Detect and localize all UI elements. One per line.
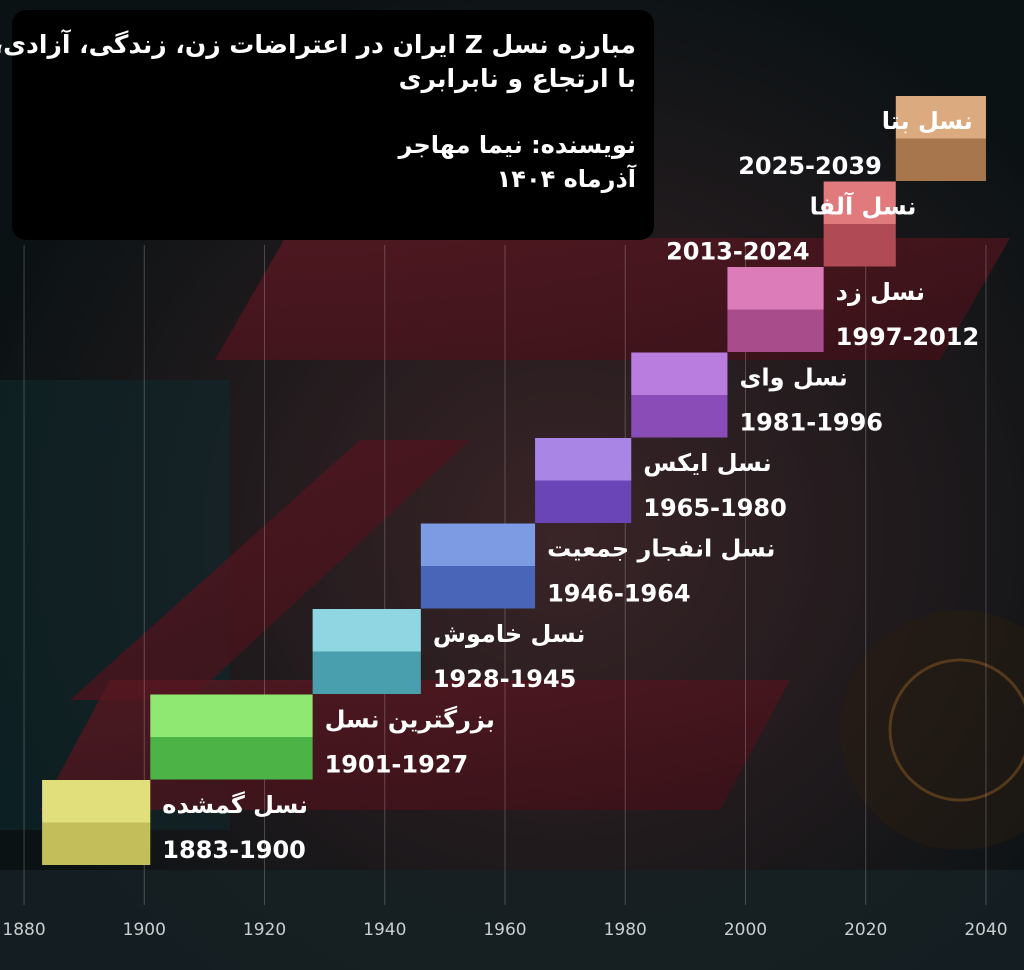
generation-bar — [312, 609, 421, 694]
generation-name-label: نسل انفجار جمعیت — [547, 535, 775, 563]
generation-bar-top — [631, 352, 728, 395]
generation-bar-top — [895, 96, 986, 139]
generation-years-label: 1965-1980 — [643, 494, 787, 522]
chart-title-line-2: با ارتجاع و نابرابری — [398, 64, 636, 93]
date-label: آذرماه ۱۴۰۴ — [496, 165, 636, 193]
generation-bar-bottom — [823, 224, 896, 267]
generation-years-label: 1946-1964 — [547, 580, 691, 608]
chart-title-line-1: مبارزه نسل Z ایران در اعتراضات زن، زندگی… — [0, 30, 636, 59]
generation-bar — [535, 438, 632, 523]
generation-name-label: نسل زد — [836, 278, 925, 306]
generation-name-label: نسل ایکس — [643, 449, 771, 477]
generation-bar-bottom — [150, 737, 313, 780]
generation-bar — [895, 96, 986, 181]
x-tick-label: 1940 — [363, 920, 406, 940]
generation-bar-bottom — [312, 651, 421, 694]
generation-name-label: نسل وای — [739, 364, 847, 392]
generation-years-label: 1928-1945 — [433, 665, 577, 693]
generation-bar-bottom — [727, 309, 824, 352]
generation-name-label: نسل گمشده — [162, 791, 308, 819]
generation-bar-bottom — [535, 480, 632, 523]
generation-name-label: بزرگترین نسل — [325, 706, 495, 734]
generation-bar-top — [150, 694, 313, 737]
generation-bar-bottom — [895, 138, 986, 181]
generation-name-label: نسل آلفا — [810, 192, 917, 221]
title-box: مبارزه نسل Z ایران در اعتراضات زن، زندگی… — [0, 10, 654, 240]
author-label: نویسنده: نیما مهاجر — [398, 131, 636, 159]
x-tick-label: 1880 — [2, 920, 45, 940]
generation-bar — [420, 523, 536, 609]
generation-bar-bottom — [631, 395, 728, 438]
generation-years-label: 1901-1927 — [325, 751, 469, 779]
generation-bar-bottom — [42, 822, 151, 865]
x-tick-label: 1980 — [604, 920, 647, 940]
generation-bar — [150, 694, 313, 780]
generation-bar — [823, 181, 896, 267]
x-tick-label: 1900 — [123, 920, 166, 940]
x-tick-label: 2000 — [724, 920, 767, 940]
x-tick-label: 1960 — [483, 920, 526, 940]
generation-name-label: نسل خاموش — [433, 620, 586, 648]
generation-years-label: 1997-2012 — [836, 323, 980, 351]
generation-bar-top — [312, 609, 421, 652]
generation-bar-top — [420, 523, 536, 566]
generation-bar — [727, 267, 824, 352]
generation-years-label: 1981-1996 — [739, 409, 883, 437]
generation-bar-top — [727, 267, 824, 310]
generation-bar — [631, 352, 728, 438]
generation-bar-bottom — [420, 566, 536, 609]
x-tick-label: 2040 — [964, 920, 1007, 940]
generation-years-label: 2025-2039 — [738, 152, 882, 180]
generation-bar-top — [42, 780, 151, 823]
generation-bar — [42, 780, 151, 865]
z-logo-diagonal — [70, 440, 470, 700]
generation-bar-top — [535, 438, 632, 481]
x-tick-label: 2020 — [844, 920, 887, 940]
x-tick-label: 1920 — [243, 920, 286, 940]
generation-name-label: نسل بتا — [882, 107, 973, 135]
generation-years-label: 1883-1900 — [162, 836, 306, 864]
generation-years-label: 2013-2024 — [666, 238, 810, 266]
generation-bar-top — [823, 181, 896, 224]
